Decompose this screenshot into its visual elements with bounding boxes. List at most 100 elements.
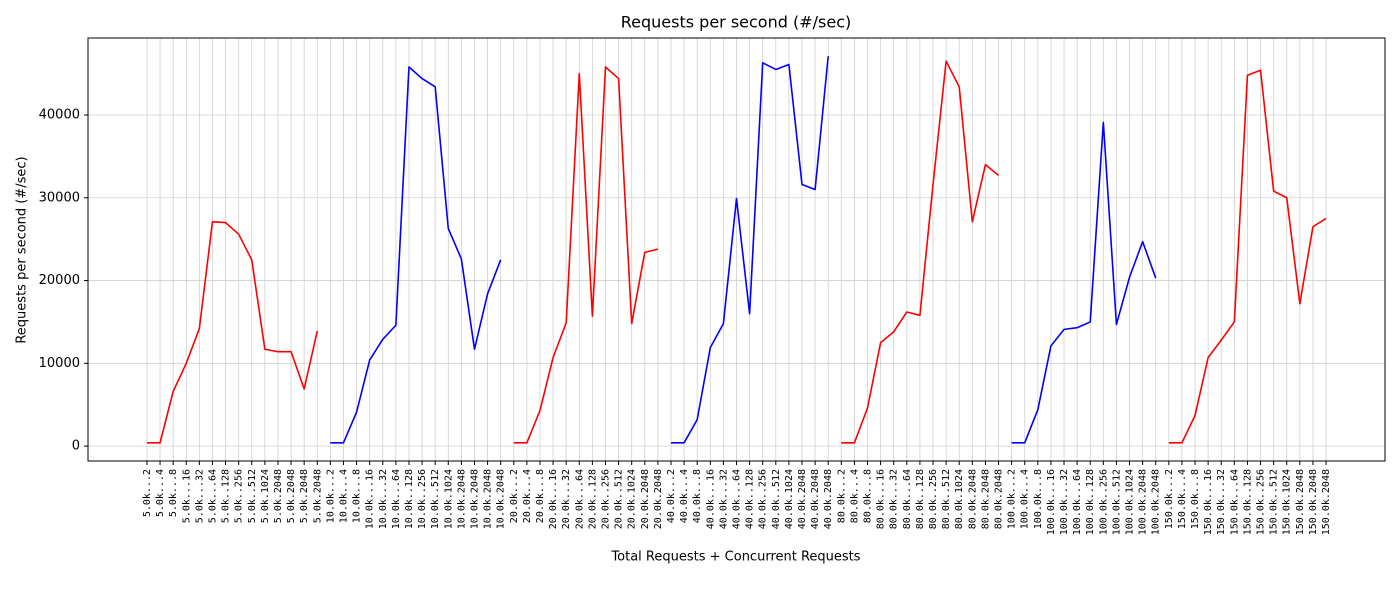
x-tick-label: 40.0k..256 [758,469,769,529]
x-tick-label: 10.0k...8 [352,469,363,523]
x-tick-label: 100.0k.2048 [1138,469,1149,535]
x-tick-label: 80.0k...64 [902,469,913,529]
x-tick-label: 10.0k.2048 [469,469,480,529]
x-tick-label: 10.0k...2 [325,469,336,523]
x-tick-label: 100.0k...64 [1072,469,1083,535]
x-tick-label: 20.0k...64 [574,469,585,529]
x-tick-label: 150.0k...16 [1203,469,1214,535]
x-tick-label: 150.0k.2048 [1321,469,1332,535]
x-tick-label: 80.0k...2 [836,469,847,523]
x-tick-label: 20.0k.2048 [653,469,664,529]
x-tick-label: 100.0k.2048 [1151,469,1162,535]
x-tick-label: 80.0k..256 [928,469,939,529]
series-line [146,220,319,444]
x-tick-label: 40.0k..128 [745,469,756,529]
x-tick-label: 20.0k..256 [600,469,611,529]
x-tick-label: 100.0k...32 [1059,469,1070,535]
x-tick-label: 40.0k.2048 [797,469,808,529]
series-line [841,60,1000,444]
x-tick-label: 5.0k...4 [155,469,166,517]
series-line [670,56,830,444]
y-tick-label: 20000 [39,273,80,288]
x-tick-label: 20.0k..512 [614,469,625,529]
x-tick-label: 80.0k...4 [849,469,860,523]
x-tick-label: 5.0k..256 [234,469,245,523]
x-tick-label: 100.0k..512 [1111,469,1122,535]
x-tick-label: 150.0k...4 [1177,469,1188,529]
x-tick-label: 10.0k...4 [338,469,349,523]
x-tick-label: 20.0k...2 [509,469,520,523]
x-tick-label: 80.0k.2048 [980,469,991,529]
x-tick-label: 5.0k...2 [142,469,153,517]
x-tick-label: 80.0k.2048 [967,469,978,529]
x-tick-label: 80.0k..128 [915,469,926,529]
x-tick-label: 100.0k...2 [1007,469,1018,529]
x-tick-label: 150.0k...2 [1164,469,1175,529]
x-tick-label: 40.0k...64 [732,469,743,529]
x-tick-label: 10.0k...16 [365,469,376,529]
x-axis-label: Total Requests + Concurrent Requests [610,550,860,565]
series-line [1168,69,1327,444]
x-tick-label: 20.0k.1024 [627,469,638,529]
x-tick-label: 10.0k...64 [391,469,402,529]
x-tick-label: 40.0k...16 [705,469,716,529]
x-tick-label: 10.0k.1024 [443,469,454,529]
x-tick-label: 80.0k..512 [941,469,952,529]
x-tick-label: 5.0k.2048 [299,469,310,523]
x-tick-label: 40.0k...2 [666,469,677,523]
x-tick-label: 100.0k..128 [1085,469,1096,535]
y-tick-label: 0 [72,439,80,454]
x-tick-label: 100.0k...8 [1033,469,1044,529]
grid [88,38,1385,461]
x-tick-label: 10.0k...32 [378,469,389,529]
x-tick-label: 150.0k.2048 [1308,469,1319,535]
x-tick-label: 100.0k...16 [1046,469,1057,535]
x-tick-label: 5.0k...32 [194,469,205,523]
x-tick-label: 10.0k..256 [417,469,428,529]
chart-title: Requests per second (#/sec) [621,13,851,32]
x-tick-label: 80.0k.1024 [954,469,965,529]
x-tick-label: 150.0k...32 [1216,469,1227,535]
x-tick-label: 5.0k..512 [247,469,258,523]
series-line [513,66,659,444]
x-tick-label: 10.0k..512 [430,469,441,529]
x-tick-label: 150.0k..256 [1256,469,1267,535]
series-line [1011,121,1157,444]
x-tick-label: 10.0k.2048 [496,469,507,529]
x-tick-label: 20.0k...16 [548,469,559,529]
x-tick-label: 80.0k.2048 [994,469,1005,529]
x-tick-label: 40.0k.2048 [810,469,821,529]
x-tick-label: 5.0k...8 [168,469,179,517]
y-tick-label: 40000 [39,107,80,122]
x-tick-label: 40.0k.1024 [784,469,795,529]
y-axis-label: Requests per second (#/sec) [15,156,30,343]
x-tick-label: 10.0k..128 [404,469,415,529]
x-tick-label: 40.0k...32 [718,469,729,529]
x-tick-label: 150.0k.1024 [1282,469,1293,535]
x-tick-label: 150.0k..128 [1242,469,1253,535]
x-tick-label: 80.0k...32 [889,469,900,529]
series-line [330,66,502,444]
x-tick-label: 40.0k...4 [679,469,690,523]
x-tick-label: 100.0k.1024 [1125,469,1136,535]
x-tick-label: 20.0k..128 [587,469,598,529]
x-tick-label: 5.0k...16 [181,469,192,523]
y-tick-label: 30000 [39,190,80,205]
x-tick-label: 100.0k..256 [1098,469,1109,535]
x-tick-label: 5.0k.1024 [260,469,271,523]
x-tick-label: 80.0k...16 [876,469,887,529]
x-tick-label: 80.0k...8 [863,469,874,523]
lines [146,56,1327,444]
x-tick-label: 5.0k.2048 [286,469,297,523]
x-tick-label: 5.0k.2048 [312,469,323,523]
x-tick-label: 20.0k.2048 [640,469,651,529]
x-tick-label: 5.0k...64 [207,469,218,523]
x-tick-label: 20.0k...8 [535,469,546,523]
x-tick-label: 40.0k.2048 [823,469,834,529]
x-tick-label: 100.0k...4 [1020,469,1031,529]
x-tick-label: 20.0k...32 [561,469,572,529]
x-tick-label: 150.0k..512 [1269,469,1280,535]
x-tick-label: 10.0k.2048 [483,469,494,529]
x-tick-label: 10.0k.2048 [456,469,467,529]
